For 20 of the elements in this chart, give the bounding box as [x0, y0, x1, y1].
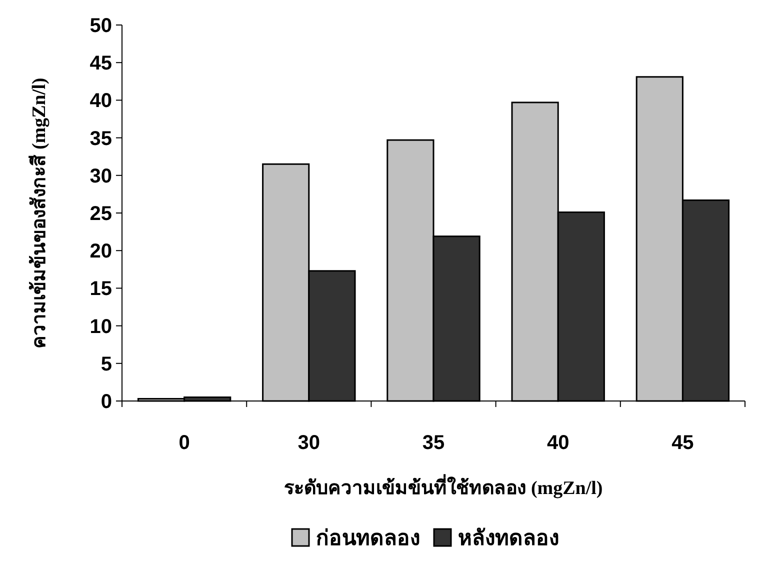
y-tick-label: 45 [90, 52, 112, 75]
x-tick-label: 30 [298, 432, 320, 454]
legend-label: หลังทดลอง [458, 526, 559, 550]
y-tick-label: 5 [100, 353, 112, 376]
y-axis-title: ความเข้มข้นของสังกะสี (mgZn/l) [28, 78, 50, 348]
y-tick-label: 0 [100, 391, 112, 413]
x-tick-label: 0 [178, 432, 190, 454]
legend-label: ก่อนทดลอง [316, 526, 420, 550]
y-tick-label: 10 [90, 316, 112, 338]
x-tick-label: 40 [546, 432, 570, 454]
y-tick-label: 40 [90, 90, 112, 112]
y-tick-label: 25 [90, 203, 112, 225]
y-tick-label: 50 [90, 15, 112, 37]
x-tick-label: 35 [422, 432, 445, 454]
x-axis-title: ระดับความเข้มข้นที่ใช้ทดลอง (mgZn/l) [284, 474, 603, 499]
y-tick-label: 20 [90, 240, 112, 263]
y-tick-label: 35 [90, 128, 112, 150]
y-tick-label: 30 [90, 165, 112, 188]
y-tick-label: 15 [90, 278, 112, 300]
x-tick-label: 45 [672, 432, 694, 454]
